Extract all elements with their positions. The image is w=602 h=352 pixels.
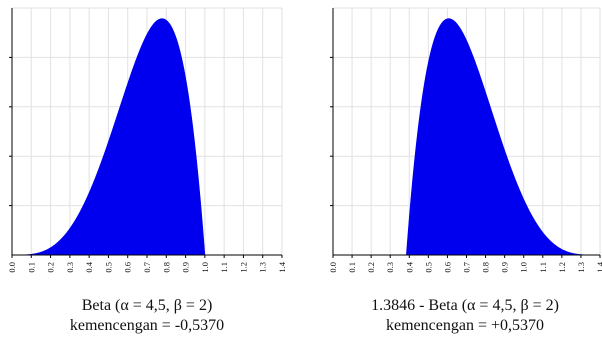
right-x-tick-label: 0.8 xyxy=(481,262,491,273)
left-chart: 0.0 0.1 0.2 0.3 0.4 0.5 0.6 0.7 0.8 0.9 1.0 1.1 1.2 1… xyxy=(7,7,287,273)
left-caption-line1: Beta (α = 4,5, β = 2) xyxy=(81,297,213,314)
left-x-tick-label: 1.4 xyxy=(277,261,287,272)
right-x-tick-label: 1.2 xyxy=(557,262,567,273)
left-density-area xyxy=(12,18,206,256)
left-chart-caption: Beta (α = 4,5, β = 2) kemencengan = -0,5… xyxy=(10,296,284,336)
left-caption-line2: kemencengan = -0,5370 xyxy=(69,317,225,334)
right-x-tick-label: 0.1 xyxy=(347,262,357,273)
left-x-tick-label: 0.5 xyxy=(103,262,113,273)
right-x-tick-label: 0.7 xyxy=(462,262,472,273)
left-x-tick-label: 0.9 xyxy=(181,262,191,273)
right-x-tick-label: 0.4 xyxy=(404,261,414,272)
right-x-tick-label: 1.1 xyxy=(538,262,548,273)
left-x-tick-label: 1.1 xyxy=(219,262,229,273)
right-caption-line2: kemencengan = +0,5370 xyxy=(386,317,544,334)
left-x-tick-label: 1.0 xyxy=(200,262,210,273)
right-x-tick-label: 0.0 xyxy=(328,262,338,273)
right-x-tick-label: 0.6 xyxy=(442,262,452,273)
right-x-tick-label: 0.5 xyxy=(423,262,433,273)
right-x-tick-label: 1.0 xyxy=(519,262,529,273)
right-caption-line1: 1.3846 - Beta (α = 4,5, β = 2) xyxy=(371,297,559,314)
right-x-tick-label: 0.9 xyxy=(500,262,510,273)
left-x-tick-label: 0.1 xyxy=(26,262,36,273)
left-x-tick-label: 0.8 xyxy=(161,262,171,273)
left-x-tick-label: 0.2 xyxy=(46,262,56,273)
left-x-tick-label: 0.7 xyxy=(142,262,152,273)
right-x-tick-label: 0.3 xyxy=(385,262,395,273)
right-x-tick-label: 0.2 xyxy=(366,262,376,273)
left-x-tick-label: 0.3 xyxy=(65,262,75,273)
left-x-tick-label: 0.4 xyxy=(84,261,94,272)
right-x-tick-label: 1.3 xyxy=(576,262,586,273)
left-x-tick-label: 0.0 xyxy=(7,262,17,273)
right-x-tick-label: 1.4 xyxy=(595,261,602,272)
right-density-area xyxy=(406,18,598,256)
left-x-tick-label: 0.6 xyxy=(123,262,133,273)
right-chart-caption: 1.3846 - Beta (α = 4,5, β = 2) kemenceng… xyxy=(330,296,600,336)
left-x-tick-label: 1.2 xyxy=(238,262,248,273)
right-chart: 0.0 0.1 0.2 0.3 0.4 0.5 0.6 0.7 0.8 0.9 1.0 1.1 1.2 1… xyxy=(328,7,602,273)
left-x-tick-label: 1.3 xyxy=(258,262,268,273)
